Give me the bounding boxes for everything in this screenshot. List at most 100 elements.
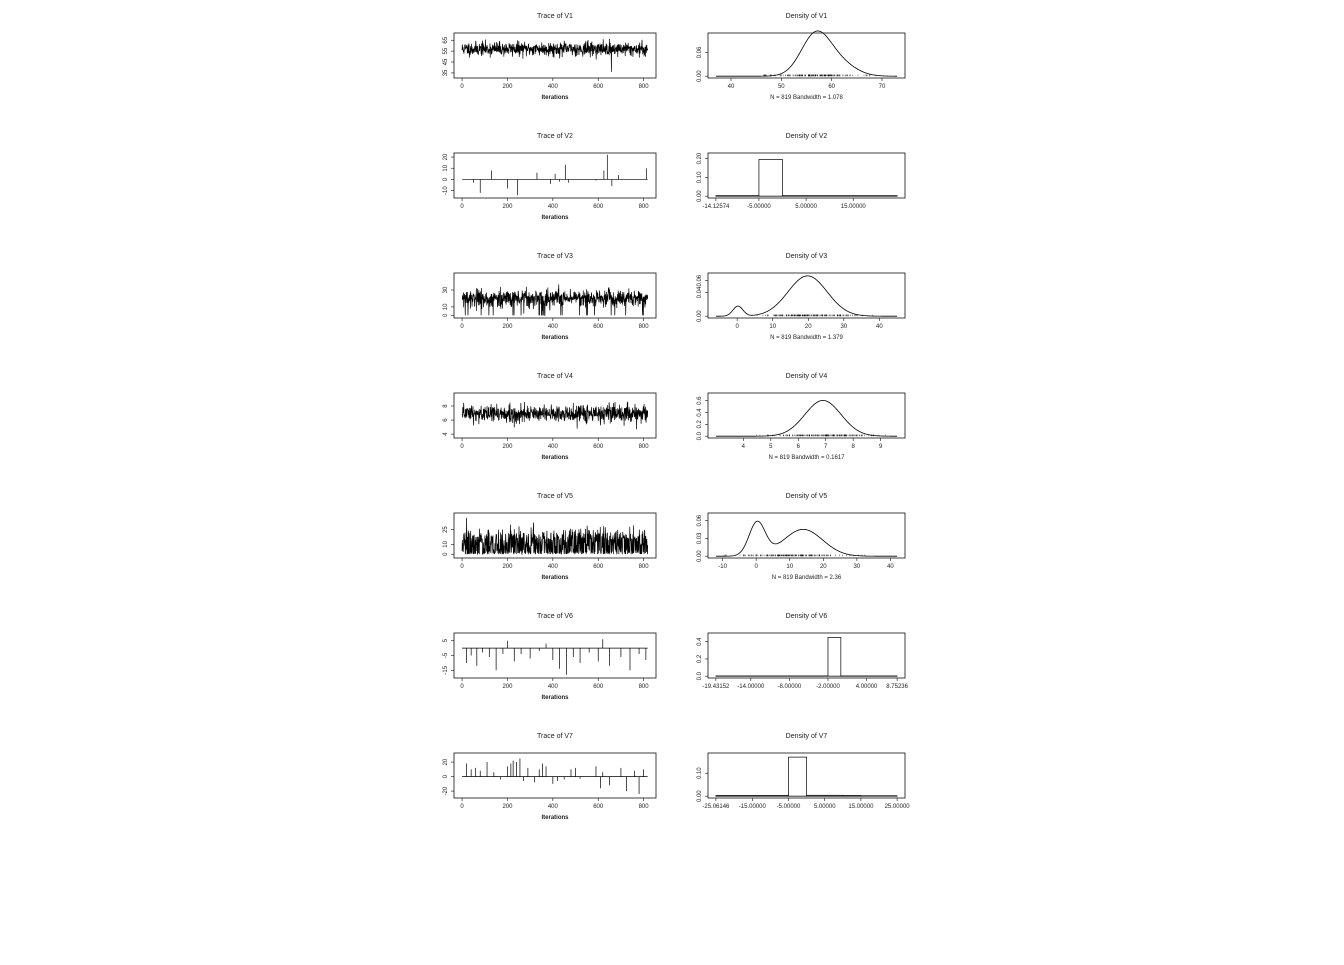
x-tick-label: 200: [502, 324, 513, 330]
y-tick-label: 55: [443, 47, 449, 54]
plot-title: Trace of V5: [537, 493, 573, 500]
x-tick-label: 400: [548, 564, 559, 570]
density-subtitle: N = 819 Bandwidth = 1.379: [770, 335, 843, 341]
y-tick-label: 8: [443, 404, 449, 408]
y-tick-label: 0.2: [697, 420, 703, 429]
y-tick-label: 10: [443, 540, 449, 547]
plot-title: Trace of V3: [537, 253, 573, 260]
y-tick-label: 0.06: [697, 46, 703, 58]
density-curve: [716, 31, 897, 76]
x-tick-label: 8.75236: [886, 684, 908, 690]
y-axis: 0.000.030.06: [697, 514, 708, 562]
x-tick-label: 40: [887, 564, 894, 570]
x-tick-label: -8.00000: [778, 684, 802, 690]
plot-title: Trace of V6: [537, 613, 573, 620]
x-tick-label: 5.00000: [795, 204, 817, 210]
plot-title: Trace of V7: [537, 733, 573, 740]
x-tick-label: -5.00000: [777, 804, 801, 810]
y-tick-label: 0.0: [697, 671, 703, 680]
x-tick-label: -19.43152: [702, 684, 730, 690]
x-tick-label: 9: [879, 444, 883, 450]
x-tick-label: 800: [639, 84, 650, 90]
y-tick-label: 0: [443, 313, 449, 317]
plot-title: Trace of V4: [537, 373, 573, 380]
x-tick-label: 25.00000: [885, 804, 911, 810]
x-tick-label: 4: [742, 444, 746, 450]
x-tick-label: -2.00000: [816, 684, 840, 690]
y-axis: 0.000.100.20: [697, 152, 708, 202]
plot-frame: [708, 513, 905, 558]
x-tick-label: -10: [718, 564, 727, 570]
y-tick-label: 10: [443, 164, 449, 171]
plot-title: Density of V1: [786, 13, 828, 20]
y-axis: 0.00.20.40.6: [697, 396, 708, 440]
x-tick-label: 0: [460, 84, 464, 90]
density-curve: [716, 276, 897, 316]
plot-title: Density of V6: [786, 613, 828, 620]
x-tick-label: 70: [879, 84, 886, 90]
rug: [757, 315, 872, 317]
plot-frame: [708, 273, 905, 318]
y-tick-label: 0.03: [697, 532, 703, 544]
x-tick-label: 0: [460, 564, 464, 570]
y-axis: 0.00.20.4: [697, 637, 708, 681]
x-tick-label: 600: [593, 444, 604, 450]
y-tick-label: 0.10: [697, 171, 703, 183]
y-axis: -15-55: [443, 638, 454, 674]
plot-frame: [454, 33, 656, 78]
x-tick-label: 0: [754, 564, 758, 570]
plot-title: Trace of V2: [537, 133, 573, 140]
y-tick-label: 0.6: [697, 396, 703, 405]
y-axis: 0.000.040.06: [697, 274, 708, 322]
density-curve: [716, 400, 897, 436]
y-tick-label: -10: [443, 186, 449, 195]
x-tick-label: -5.00000: [747, 204, 771, 210]
y-tick-label: 0.4: [697, 408, 703, 417]
x-axis-label: Iterations: [541, 215, 569, 221]
x-tick-label: 10: [769, 324, 776, 330]
plot-frame: [454, 633, 656, 678]
x-tick-label: 400: [548, 444, 559, 450]
x-axis-label: Iterations: [541, 95, 569, 101]
plot-title: Density of V3: [786, 253, 828, 260]
x-tick-label: 30: [840, 324, 847, 330]
x-tick-label: -14.12574: [702, 204, 730, 210]
x-tick-label: 600: [593, 204, 604, 210]
x-tick-label: -15.00000: [739, 804, 767, 810]
y-tick-label: 30: [443, 286, 449, 293]
y-tick-label: 0.20: [697, 152, 703, 164]
y-tick-label: 0: [443, 774, 449, 778]
y-tick-label: 10: [443, 303, 449, 310]
x-tick-label: 800: [639, 444, 650, 450]
x-tick-label: 0: [460, 804, 464, 810]
trace-series-line: [462, 518, 648, 554]
x-tick-label: 200: [502, 204, 513, 210]
y-tick-label: -5: [443, 652, 449, 658]
x-tick-label: 8: [852, 444, 856, 450]
x-tick-label: 400: [548, 324, 559, 330]
plot-title: Density of V4: [786, 373, 828, 380]
x-tick-label: 4.00000: [856, 684, 878, 690]
x-tick-label: 200: [502, 444, 513, 450]
plot-title: Density of V5: [786, 493, 828, 500]
trace-series-line: [462, 284, 648, 315]
density-subtitle: N = 819 Bandwidth = 1.078: [770, 95, 843, 101]
